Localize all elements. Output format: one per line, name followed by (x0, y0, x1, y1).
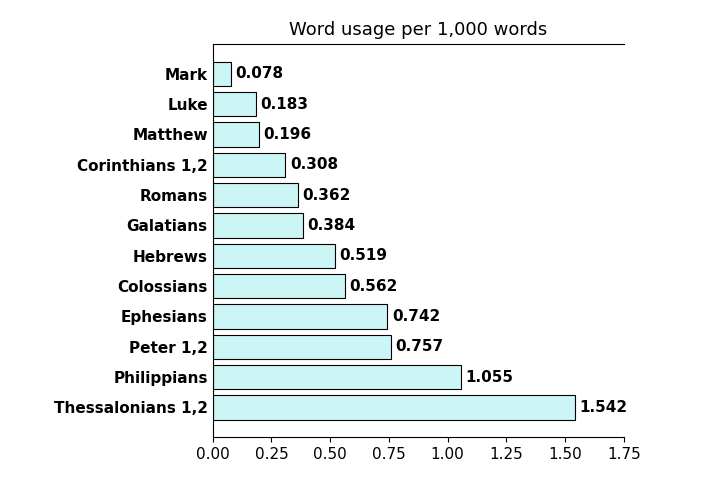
Text: 0.742: 0.742 (392, 309, 440, 324)
Bar (213, 334, 391, 359)
Text: 0.757: 0.757 (396, 339, 443, 354)
Bar (213, 395, 575, 419)
Text: 1.542: 1.542 (580, 400, 628, 415)
Bar (213, 122, 259, 147)
Text: 0.519: 0.519 (340, 248, 387, 263)
Text: 0.078: 0.078 (235, 66, 284, 81)
Title: Word usage per 1,000 words: Word usage per 1,000 words (289, 21, 547, 39)
Bar (213, 62, 231, 86)
Bar (213, 274, 345, 298)
Bar (213, 92, 256, 116)
Text: 0.308: 0.308 (290, 157, 338, 172)
Text: 1.055: 1.055 (465, 369, 513, 384)
Text: 0.362: 0.362 (303, 188, 351, 203)
Text: 0.562: 0.562 (350, 278, 398, 294)
Bar (213, 243, 335, 268)
Bar (213, 153, 285, 177)
Bar (213, 365, 461, 389)
Bar (213, 183, 298, 207)
Text: 0.196: 0.196 (264, 127, 311, 142)
Text: 0.183: 0.183 (260, 97, 308, 112)
Bar (213, 304, 387, 329)
Bar (213, 213, 303, 238)
Text: 0.384: 0.384 (308, 218, 356, 233)
